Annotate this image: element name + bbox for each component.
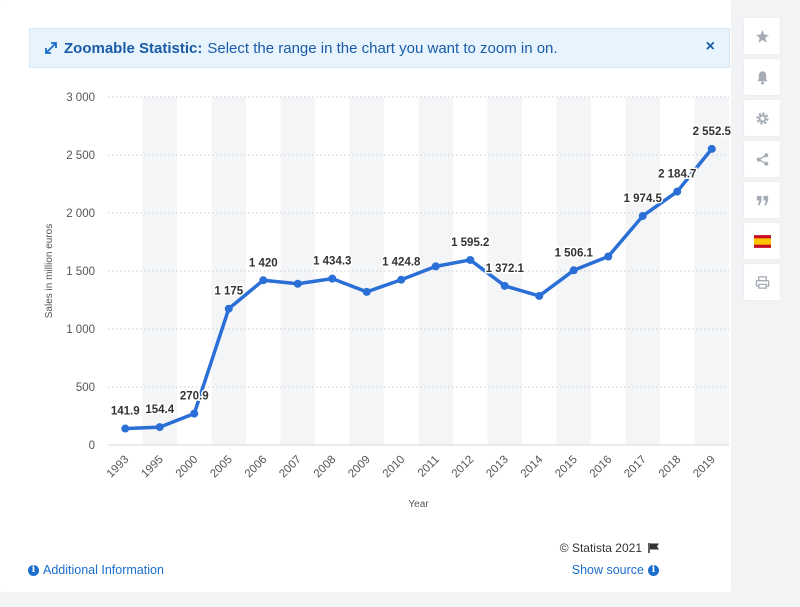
share-button[interactable] [743, 140, 781, 178]
y-axis-title: Sales in million euros [44, 224, 55, 319]
x-tick-label: 2018 [657, 454, 684, 481]
gear-icon [755, 111, 769, 125]
y-tick-label: 1 000 [66, 324, 95, 336]
banner-text: Select the range in the chart you want t… [207, 39, 558, 57]
flag-icon[interactable] [647, 542, 661, 554]
bell-icon [756, 70, 768, 84]
x-tick-label: 2010 [381, 454, 408, 481]
x-tick-label: 1995 [139, 454, 166, 481]
settings-button[interactable] [743, 99, 781, 137]
data-label: 1 974.5 [624, 193, 663, 205]
data-point [121, 424, 130, 433]
zoom-banner: Zoomable Statistic: Select the range in … [29, 28, 730, 68]
data-label: 270.9 [180, 391, 209, 403]
expand-icon [45, 42, 57, 54]
x-tick-label: 2012 [450, 454, 477, 481]
x-tick-label: 2014 [519, 453, 546, 480]
column-band [142, 97, 177, 445]
share-icon [756, 152, 768, 166]
spain-flag-icon [753, 234, 771, 248]
show-source-label: Show source [571, 563, 644, 577]
x-axis-title: Year [408, 499, 429, 510]
data-point [431, 262, 440, 271]
x-tick-label: 2011 [416, 454, 442, 480]
star-icon [755, 29, 769, 43]
x-tick-label: 2015 [553, 454, 580, 481]
x-tick-label: 2007 [277, 454, 304, 481]
info-icon: i [28, 564, 39, 576]
data-point [155, 423, 164, 432]
data-label: 1 175 [214, 286, 243, 298]
additional-info-label: Additional Information [43, 563, 164, 577]
data-point [293, 279, 302, 288]
data-point [362, 287, 371, 296]
additional-info-link[interactable]: i Additional Information [28, 563, 164, 577]
data-point [535, 291, 544, 300]
y-tick-label: 500 [76, 382, 95, 394]
y-tick-label: 1 500 [66, 266, 95, 278]
close-banner-button[interactable]: × [705, 38, 715, 55]
data-label: 1 424.8 [382, 257, 421, 269]
line-chart[interactable]: 0 500 1 000 1 500 2 000 2 500 3 000 Sales in mi… [0, 0, 731, 592]
data-point [466, 255, 475, 264]
x-tick-label: 2006 [243, 454, 270, 481]
data-label: 141.9 [111, 406, 140, 418]
copyright-text: © Statista 2021 [559, 541, 642, 555]
data-point [569, 266, 578, 275]
column-band [625, 97, 660, 445]
x-tick-label: 2019 [691, 454, 718, 481]
print-icon [755, 275, 769, 289]
data-point [707, 144, 716, 153]
x-tick-label: 2013 [484, 454, 511, 481]
sidebar-toolbar [743, 17, 781, 304]
data-point [638, 211, 647, 220]
data-label: 1 434.3 [313, 256, 351, 268]
y-tick-label: 2 500 [66, 150, 95, 162]
data-point [604, 252, 613, 261]
data-label: 1 595.2 [451, 237, 489, 249]
y-tick-label: 2 000 [66, 208, 95, 220]
series-line [123, 147, 714, 431]
cite-button[interactable] [743, 181, 781, 219]
info-icon: i [648, 564, 659, 576]
data-point [500, 281, 509, 290]
quote-icon [756, 195, 768, 205]
data-point [397, 275, 406, 284]
data-point [224, 304, 233, 313]
x-tick-label: 2005 [208, 454, 235, 481]
data-point [259, 276, 268, 285]
data-point [328, 274, 337, 283]
chart-card: Zoomable Statistic: Select the range in … [0, 0, 731, 592]
show-source-link[interactable]: Show source i [572, 563, 659, 577]
notification-button[interactable] [743, 58, 781, 96]
data-label: 1 420 [249, 257, 278, 269]
favorite-button[interactable] [743, 17, 781, 55]
x-tick-label: 2016 [588, 454, 615, 481]
column-band [349, 97, 384, 445]
data-label: 2 184.7 [658, 169, 696, 181]
data-label: 2 552.5 [693, 126, 731, 138]
data-label: 154.4 [145, 404, 174, 416]
data-point [673, 187, 682, 196]
y-tick-label: 3 000 [66, 92, 95, 104]
data-label: 1 372.1 [486, 263, 525, 275]
y-tick-label: 0 [89, 440, 95, 452]
region-button[interactable] [743, 222, 781, 260]
banner-title: Zoomable Statistic: [64, 39, 203, 57]
copyright: © Statista 2021 [560, 541, 661, 555]
data-label: 1 506.1 [555, 247, 594, 259]
column-band [280, 97, 315, 445]
x-tick-label: 2017 [622, 454, 649, 481]
print-button[interactable] [743, 263, 781, 301]
x-tick-label: 2008 [312, 454, 339, 481]
x-tick-label: 2009 [346, 454, 373, 481]
x-tick-label: 2000 [174, 454, 201, 481]
data-point [190, 409, 199, 418]
x-tick-label: 1993 [105, 454, 132, 481]
